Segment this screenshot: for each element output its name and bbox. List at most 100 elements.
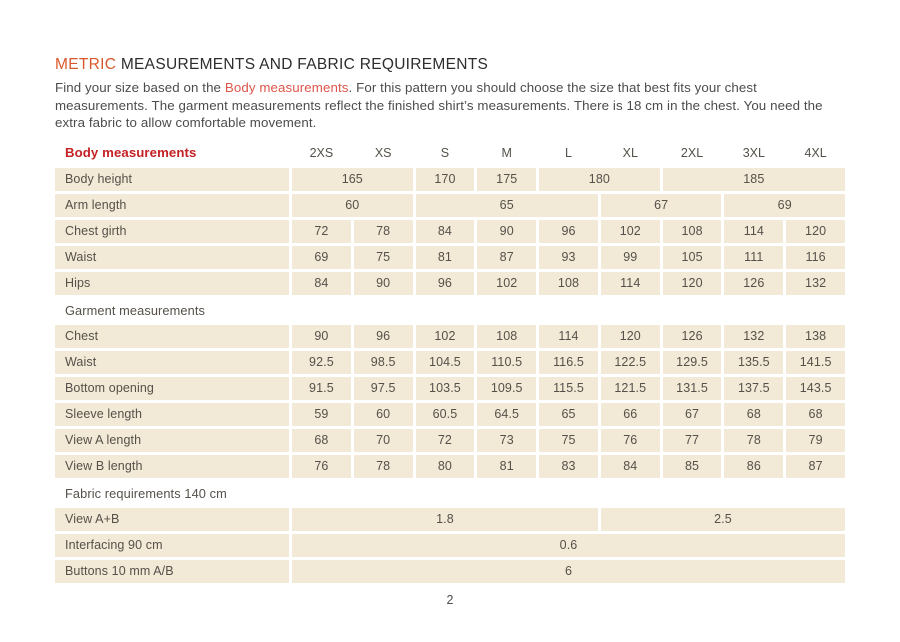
value-cell: 67 <box>600 193 722 217</box>
value-cell: 126 <box>662 324 722 348</box>
table-row: View B length 76 78 80 81 83 84 85 86 87 <box>55 454 845 478</box>
value-cell: 72 <box>415 428 475 452</box>
value-cell: 102 <box>415 324 475 348</box>
table-row: Hips 84 90 96 102 108 114 120 126 132 <box>55 271 845 295</box>
value-cell: 120 <box>786 219 845 243</box>
value-cell: 83 <box>539 454 598 478</box>
row-label: Chest <box>55 324 289 348</box>
value-cell: 69 <box>292 245 351 269</box>
value-cell: 102 <box>477 271 537 295</box>
value-cell: 137.5 <box>724 376 784 400</box>
value-cell: 70 <box>353 428 413 452</box>
value-cell: 86 <box>724 454 784 478</box>
value-cell: 116.5 <box>539 350 598 374</box>
section-header: Fabric requirements 140 cm <box>65 485 227 501</box>
value-cell: 81 <box>477 454 537 478</box>
value-cell: 132 <box>724 324 784 348</box>
value-cell: 114 <box>724 219 784 243</box>
size-header: 4XL <box>804 145 827 160</box>
value-cell: 65 <box>415 193 598 217</box>
intro-text-after: . For this pattern you should choose the… <box>55 80 823 130</box>
value-cell: 165 <box>292 167 413 191</box>
row-label: Hips <box>55 271 289 295</box>
table-row: Waist 92.5 98.5 104.5 110.5 116.5 122.5 129.5 13… <box>55 350 845 374</box>
value-cell: 78 <box>353 454 413 478</box>
value-cell: 81 <box>415 245 475 269</box>
value-cell: 60.5 <box>415 402 475 426</box>
section-header: Garment measurements <box>65 302 205 318</box>
value-cell: 122.5 <box>600 350 660 374</box>
value-cell: 121.5 <box>600 376 660 400</box>
body-measurements-link[interactable]: Body measurements <box>224 80 349 95</box>
value-cell: 116 <box>786 245 845 269</box>
value-cell: 90 <box>292 324 351 348</box>
size-header: 2XL <box>680 145 704 160</box>
value-cell: 102 <box>600 219 660 243</box>
value-cell: 60 <box>353 402 413 426</box>
row-label: Body height <box>55 167 289 191</box>
value-cell: 84 <box>415 219 475 243</box>
intro-paragraph: Find your size based on the Body measure… <box>55 79 847 132</box>
size-header: XL <box>622 145 638 160</box>
value-cell: 96 <box>539 219 598 243</box>
value-cell: 105 <box>662 245 722 269</box>
value-cell: 68 <box>292 428 351 452</box>
value-cell: 91.5 <box>292 376 351 400</box>
table-row: Sleeve length 59 60 60.5 64.5 65 66 67 68 68 <box>55 402 845 426</box>
title-rest: MEASUREMENTS AND FABRIC REQUIREMENTS <box>116 56 489 73</box>
value-cell: 80 <box>415 454 475 478</box>
value-cell: 93 <box>539 245 598 269</box>
value-cell: 68 <box>724 402 784 426</box>
row-label: Sleeve length <box>55 402 289 426</box>
table-row: View A length 68 70 72 73 75 76 77 78 79 <box>55 428 845 452</box>
value-cell: 103.5 <box>415 376 475 400</box>
value-cell: 131.5 <box>662 376 722 400</box>
value-cell: 115.5 <box>539 376 598 400</box>
title-accent: METRIC <box>55 56 117 73</box>
row-label: View A length <box>55 428 289 452</box>
table-row: Body height 165 170 175 180 185 <box>55 167 845 191</box>
row-label: Bottom opening <box>55 376 289 400</box>
measurements-table: Body measurements 2XS XS S M L XL 2XL 3XL 4XL Bo… <box>55 142 845 583</box>
value-cell: 64.5 <box>477 402 537 426</box>
table-row: Chest 90 96 102 108 114 120 126 132 138 <box>55 324 845 348</box>
value-cell: 78 <box>353 219 413 243</box>
value-cell: 185 <box>662 167 845 191</box>
row-label: Interfacing 90 cm <box>55 533 289 557</box>
value-cell: 66 <box>600 402 660 426</box>
value-cell: 78 <box>724 428 784 452</box>
page-title: METRIC MEASUREMENTS AND FABRIC REQUIREME… <box>55 56 845 74</box>
value-cell: 84 <box>600 454 660 478</box>
value-cell: 108 <box>662 219 722 243</box>
value-cell: 132 <box>786 271 845 295</box>
table-header-label: Body measurements <box>65 145 197 160</box>
value-cell: 120 <box>662 271 722 295</box>
table-row: Interfacing 90 cm 0.6 <box>55 533 845 557</box>
size-header: L <box>565 145 572 160</box>
value-cell: 72 <box>292 219 351 243</box>
row-label: Waist <box>55 245 289 269</box>
table-body: Body height 165 170 175 180 185 Arm length 60 65… <box>55 167 845 583</box>
value-cell: 109.5 <box>477 376 537 400</box>
value-cell: 92.5 <box>292 350 351 374</box>
table-row: View A+B 1.8 2.5 <box>55 507 845 531</box>
value-cell: 114 <box>539 324 598 348</box>
row-label: Arm length <box>55 193 289 217</box>
value-cell: 90 <box>353 271 413 295</box>
value-cell: 120 <box>600 324 660 348</box>
value-cell: 108 <box>477 324 537 348</box>
value-cell: 6 <box>292 559 845 583</box>
value-cell: 180 <box>539 167 660 191</box>
value-cell: 59 <box>292 402 351 426</box>
value-cell: 76 <box>292 454 351 478</box>
value-cell: 138 <box>786 324 845 348</box>
row-label: Waist <box>55 350 289 374</box>
value-cell: 67 <box>662 402 722 426</box>
value-cell: 60 <box>292 193 413 217</box>
value-cell: 96 <box>415 271 475 295</box>
value-cell: 143.5 <box>786 376 845 400</box>
value-cell: 76 <box>600 428 660 452</box>
value-cell: 77 <box>662 428 722 452</box>
value-cell: 110.5 <box>477 350 537 374</box>
value-cell: 108 <box>539 271 598 295</box>
